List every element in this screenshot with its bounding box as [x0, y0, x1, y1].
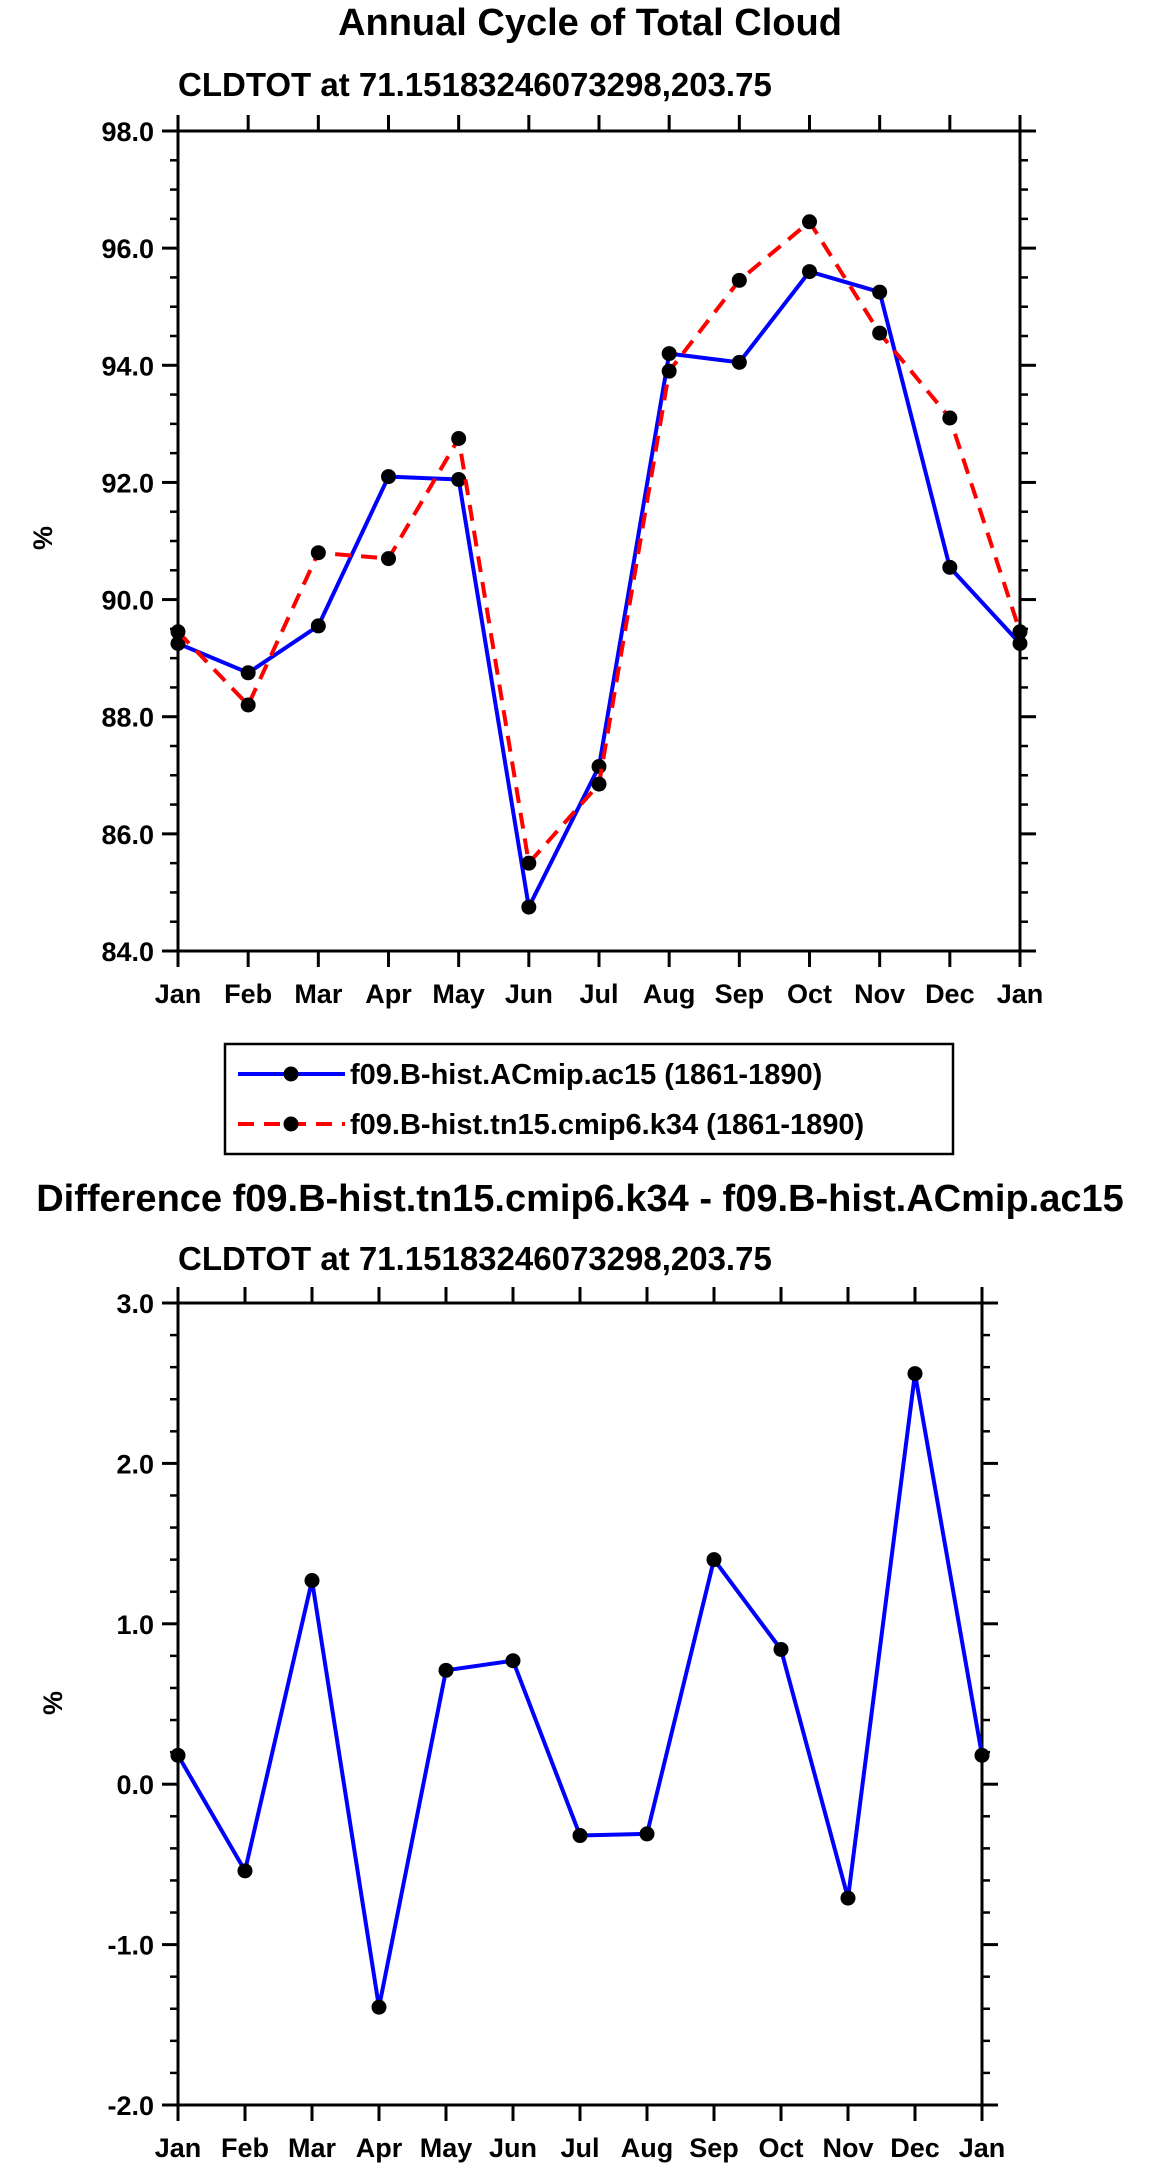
data-point-series-1: [1012, 636, 1028, 651]
x-tick-label: Jun: [489, 2133, 537, 2163]
y-tick-label: 1.0: [116, 1610, 154, 1640]
y-tick-label: 98.0: [101, 117, 154, 147]
y-tick-label: 0.0: [116, 1770, 154, 1800]
panel2-title: Difference f09.B-hist.tn15.cmip6.k34 - f…: [36, 1178, 1124, 1220]
data-point-series-1: [974, 1747, 990, 1763]
x-tick-label: May: [420, 2133, 473, 2163]
data-point-series-1: [731, 354, 747, 370]
x-tick-label: Jan: [997, 979, 1044, 1009]
y-tick-label: 2.0: [116, 1449, 154, 1479]
x-tick-label: Dec: [890, 2133, 940, 2163]
data-point-series-2: [731, 272, 747, 288]
x-tick-label: Dec: [925, 979, 975, 1009]
y-tick-label: 88.0: [101, 703, 154, 733]
panel2-subtitle: CLDTOT at 71.15183246073298,203.75: [178, 1240, 772, 1277]
y-tick-label: 90.0: [101, 586, 154, 616]
panel1-subtitle: CLDTOT at 71.15183246073298,203.75: [178, 66, 772, 103]
legend-label-series-2: f09.B-hist.tn15.cmip6.k34 (1861-1890): [350, 1109, 864, 1141]
data-point-series-2: [1012, 624, 1028, 640]
data-point-series-1: [661, 346, 677, 362]
legend: f09.B-hist.ACmip.ac15 (1861-1890) f09.B-…: [223, 1042, 955, 1156]
y-tick-label: 84.0: [101, 937, 154, 967]
x-tick-label: Nov: [822, 2133, 873, 2163]
legend-marker-series-2: [283, 1116, 299, 1132]
data-point-series-1: [907, 1366, 923, 1382]
data-point-series-1: [872, 284, 888, 300]
x-tick-label: Jan: [155, 2133, 202, 2163]
y-tick-label: -2.0: [107, 2091, 154, 2121]
x-tick-label: May: [432, 979, 485, 1009]
x-tick-label: Aug: [643, 979, 695, 1009]
difference-panel: Difference f09.B-hist.tn15.cmip6.k34 - f…: [36, 1178, 1124, 2163]
series-line-1: [177, 269, 1022, 910]
y-tick-label: 3.0: [116, 1289, 154, 1319]
data-point-series-1: [371, 1999, 387, 2015]
y-tick-label: 92.0: [101, 468, 154, 498]
data-point-series-2: [802, 214, 817, 230]
panel2-y-axis-label: %: [38, 1691, 68, 1715]
data-point-series-1: [572, 1828, 588, 1844]
data-point-series-1: [170, 636, 186, 651]
x-tick-label: Aug: [621, 2133, 673, 2163]
data-point-series-2: [661, 363, 677, 379]
x-tick-label: Feb: [221, 2133, 269, 2163]
data-point-series-1: [170, 1747, 186, 1763]
data-point-series-2: [170, 624, 186, 640]
data-point-series-2: [521, 855, 537, 871]
x-tick-label: Jul: [579, 979, 618, 1009]
data-point-series-1: [706, 1552, 722, 1568]
data-point-series-1: [591, 759, 607, 774]
data-point-series-1: [521, 899, 537, 915]
data-point-series-2: [381, 551, 396, 567]
data-point-series-1: [438, 1662, 454, 1678]
panel1-title: Annual Cycle of Total Cloud: [338, 2, 842, 44]
x-tick-label: Feb: [224, 979, 272, 1009]
x-tick-label: Jul: [560, 2133, 599, 2163]
y-tick-label: 94.0: [101, 351, 154, 381]
plot-frame: [176, 1301, 984, 2107]
data-point-series-2: [240, 697, 256, 713]
x-tick-label: Mar: [294, 979, 343, 1009]
data-point-series-1: [773, 1641, 789, 1657]
x-tick-label: Mar: [288, 2133, 337, 2163]
data-point-series-1: [840, 1890, 856, 1906]
legend-box: [223, 1042, 955, 1156]
data-point-series-1: [310, 618, 326, 634]
data-point-series-2: [872, 325, 888, 341]
x-tick-label: Sep: [689, 2133, 739, 2163]
x-tick-label: Oct: [787, 979, 832, 1009]
x-tick-label: Jan: [155, 979, 202, 1009]
series-line-1: [176, 1371, 984, 2010]
data-point-series-2: [451, 431, 467, 446]
y-tick-label: 86.0: [101, 820, 154, 850]
x-tick-label: Jun: [505, 979, 553, 1009]
data-point-series-1: [240, 665, 256, 681]
data-point-series-2: [591, 776, 607, 792]
data-point-series-1: [451, 472, 467, 487]
data-point-series-1: [802, 264, 817, 280]
data-point-series-1: [237, 1863, 253, 1879]
legend-marker-series-1: [283, 1066, 299, 1082]
y-tick-label: 96.0: [101, 234, 154, 264]
data-point-series-1: [505, 1653, 521, 1669]
plot-frame: [176, 129, 1022, 953]
x-tick-label: Jan: [959, 2133, 1006, 2163]
x-tick-label: Sep: [715, 979, 765, 1009]
data-point-series-2: [310, 545, 326, 561]
data-point-series-1: [304, 1572, 320, 1588]
data-point-series-2: [942, 410, 958, 426]
data-point-series-1: [381, 469, 396, 485]
x-tick-label: Apr: [356, 2133, 403, 2163]
annual-cycle-panel: Annual Cycle of Total Cloud CLDTOT at 71…: [28, 2, 1044, 1156]
x-tick-label: Oct: [758, 2133, 803, 2163]
data-point-series-1: [639, 1826, 655, 1842]
x-tick-label: Apr: [365, 979, 412, 1009]
legend-label-series-1: f09.B-hist.ACmip.ac15 (1861-1890): [350, 1059, 822, 1091]
data-point-series-1: [942, 559, 958, 575]
x-tick-label: Nov: [854, 979, 905, 1009]
panel1-y-axis-label: %: [28, 526, 58, 550]
y-tick-label: -1.0: [107, 1931, 154, 1961]
